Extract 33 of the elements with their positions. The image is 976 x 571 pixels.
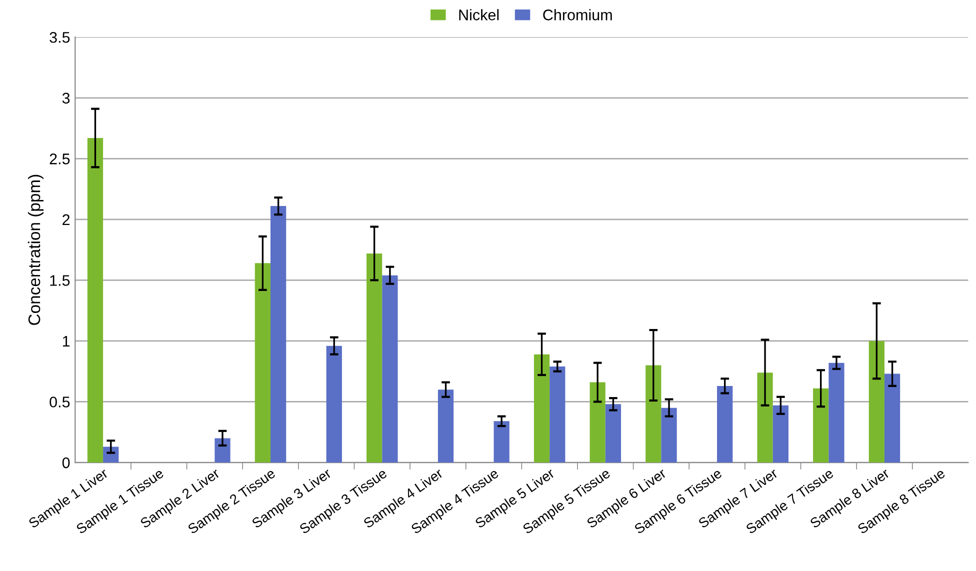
bar: [326, 346, 342, 463]
bar: [382, 275, 398, 463]
bar: [661, 408, 677, 463]
bar: [494, 421, 510, 463]
bar: [757, 372, 773, 463]
bar: [270, 206, 286, 463]
bar: [590, 382, 606, 463]
bar: [828, 362, 844, 463]
y-tick-label: 2: [62, 214, 70, 225]
bar: [550, 366, 566, 463]
y-tick-label: 3.5: [50, 32, 70, 43]
bar: [646, 365, 662, 463]
legend-label: Chromium: [543, 9, 612, 20]
bar: [87, 138, 104, 463]
bar: [254, 263, 271, 463]
bar: [868, 340, 884, 463]
y-tick-label: 3: [62, 92, 70, 104]
bar: [605, 404, 622, 463]
y-tick-label: 0.5: [50, 396, 70, 408]
bar: [813, 388, 829, 463]
y-tick-label: 2.5: [50, 154, 70, 164]
bar: [438, 390, 454, 463]
y-axis-title: Concentration (ppm): [28, 174, 44, 325]
bar: [366, 253, 382, 463]
bar: [772, 405, 788, 463]
y-tick-label: 1: [62, 336, 70, 347]
y-tick-label: 1.5: [50, 275, 70, 286]
bar: [884, 374, 900, 463]
legend-label: Nickel: [459, 9, 499, 20]
bar: [214, 438, 230, 463]
y-tick-label: 0: [62, 457, 70, 468]
bar: [534, 354, 550, 463]
bar: [717, 386, 733, 463]
